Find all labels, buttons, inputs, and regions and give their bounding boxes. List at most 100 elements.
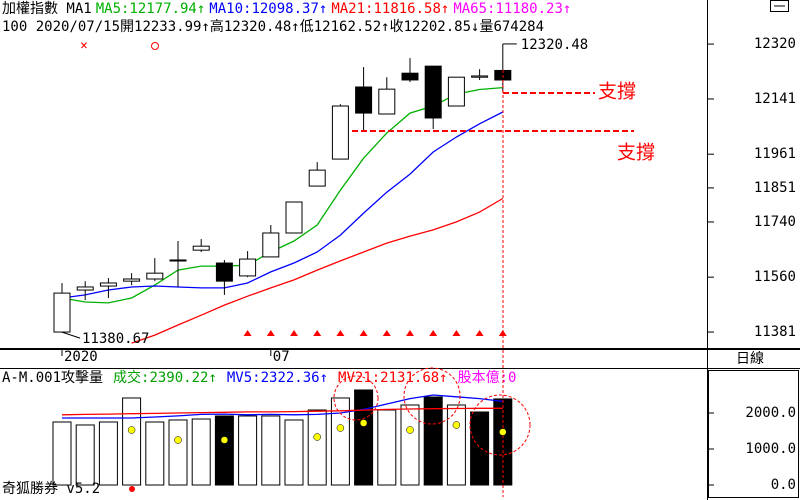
- candle-body: [378, 88, 396, 115]
- candle-body: [76, 286, 94, 291]
- legend-text: 股本億:0: [458, 370, 517, 386]
- candle-body: [53, 292, 71, 333]
- legend-text: 加權指數 MA1: [2, 1, 92, 17]
- candle-body: [355, 86, 373, 114]
- volume-bar: [168, 419, 188, 486]
- legend-text: 收12202.85↓: [390, 19, 480, 35]
- y-tick-label: 11961: [754, 146, 796, 162]
- ma-line: [131, 197, 504, 344]
- signal-triangle: [359, 330, 368, 336]
- legend-text: MA10:12098.37↑: [209, 1, 327, 17]
- signal-triangle: [406, 330, 414, 336]
- y-tick-label: 11381: [754, 324, 796, 340]
- y-tick-label: 11560: [754, 269, 796, 285]
- candle-body: [146, 272, 164, 280]
- candle-body: [424, 65, 442, 119]
- signal-triangle: [243, 330, 252, 336]
- legend-text: 低12162.52↑: [300, 19, 390, 35]
- annotation: 12320.48: [521, 37, 588, 53]
- volume-dot: [359, 419, 368, 427]
- y-tick-label: 12141: [754, 91, 796, 107]
- candle-body: [331, 105, 349, 160]
- legend-text: 100 2020/07/15: [2, 19, 120, 35]
- buy-signal: [151, 42, 159, 50]
- signal-triangle: [429, 330, 438, 336]
- volume-bar: [145, 421, 165, 486]
- y-tick-label: 12320: [754, 36, 796, 52]
- volume-bar: [354, 389, 374, 486]
- candle-body: [401, 72, 419, 81]
- candle-body: [239, 258, 257, 277]
- highlight-circle: [469, 394, 531, 456]
- volume-bar: [191, 418, 211, 486]
- volume-bar: [261, 415, 281, 486]
- price-pane: 12320.48 11380.67 加權指數 MA1 MA5:12177.94↑ MA1…: [2, 1, 588, 347]
- volume-dot: [127, 426, 136, 434]
- volume-dot: [452, 421, 461, 429]
- volume-bar: [52, 421, 72, 486]
- signal-triangle: [382, 330, 391, 336]
- volume-axis-box: [708, 370, 799, 498]
- sell-signal: ×: [80, 39, 88, 54]
- volume-bar: [122, 397, 142, 486]
- highlight-circle: [403, 367, 461, 425]
- volume-bar: [98, 421, 118, 486]
- volume-dot: [406, 426, 414, 434]
- volume-bar: [307, 409, 327, 486]
- y-tick-label: 11740: [754, 214, 796, 230]
- candle-body: [447, 76, 465, 107]
- candle-body: [471, 75, 489, 78]
- legend-text: MV21:2131.68↑: [338, 370, 448, 386]
- y-tick-label: 0.0: [771, 477, 796, 493]
- volume-dot: [220, 436, 229, 444]
- signal-triangle: [498, 330, 507, 336]
- signal-triangle: [336, 330, 345, 336]
- signal-triangle: [290, 330, 298, 336]
- x-tick-label: 2020: [64, 349, 98, 365]
- footer: 奇狐勝券 v5.2: [2, 480, 100, 497]
- candle-body: [215, 262, 233, 282]
- candle-body: [99, 282, 117, 287]
- candle-body: [169, 259, 187, 262]
- volume-bar: [284, 419, 304, 486]
- legend-text: 開12233.99↑: [120, 19, 210, 35]
- signal-triangle: [313, 330, 322, 336]
- y-tick-label: 2000.0: [745, 405, 796, 421]
- ma-line: [61, 407, 503, 416]
- volume-bar: [75, 424, 95, 486]
- volume-dot: [336, 424, 345, 432]
- volume-bar: [214, 415, 234, 486]
- ma-line: [62, 394, 503, 419]
- legend-text: MA21:11816.58↑: [331, 1, 449, 17]
- support-label: 支撐: [617, 142, 655, 164]
- footer-dot: [129, 486, 135, 492]
- candle-body: [192, 245, 210, 251]
- highlight-circle: [333, 375, 379, 421]
- period-label[interactable]: 日線: [736, 351, 764, 367]
- candle-body: [123, 278, 141, 282]
- right-axis: 12320 12141 11961 11851 11740 11560 11381 2000.…: [708, 36, 796, 493]
- volume-bar: [330, 397, 350, 486]
- volume-bar: [377, 409, 397, 486]
- legend-text: MA5:12177.94↑: [96, 1, 206, 17]
- volume-bar: [470, 411, 490, 486]
- volume-bar: [446, 404, 466, 486]
- y-tick-label: 1000.0: [745, 441, 796, 457]
- legend-text: 高12320.48↑: [210, 18, 300, 35]
- signal-triangle: [452, 330, 461, 336]
- candle-body: [308, 169, 326, 187]
- candle-body: [285, 201, 303, 234]
- x-tick-label: 07: [273, 349, 290, 365]
- ma-line: [61, 111, 504, 299]
- volume-bar: [400, 404, 420, 486]
- signal-triangle: [475, 330, 484, 336]
- volume-bar: [238, 415, 258, 486]
- signal-triangle: [266, 330, 275, 336]
- annotation: 11380.67: [82, 331, 149, 347]
- volume-header: A-M.001攻擊量 成交:2390.22↑ MV5:2322.36↑ MV21:21…: [2, 369, 516, 386]
- legend-text: MA65:11180.23↑: [453, 1, 571, 17]
- annotation-leader: [61, 331, 81, 339]
- legend-text: MV5:2322.36↑: [227, 370, 328, 386]
